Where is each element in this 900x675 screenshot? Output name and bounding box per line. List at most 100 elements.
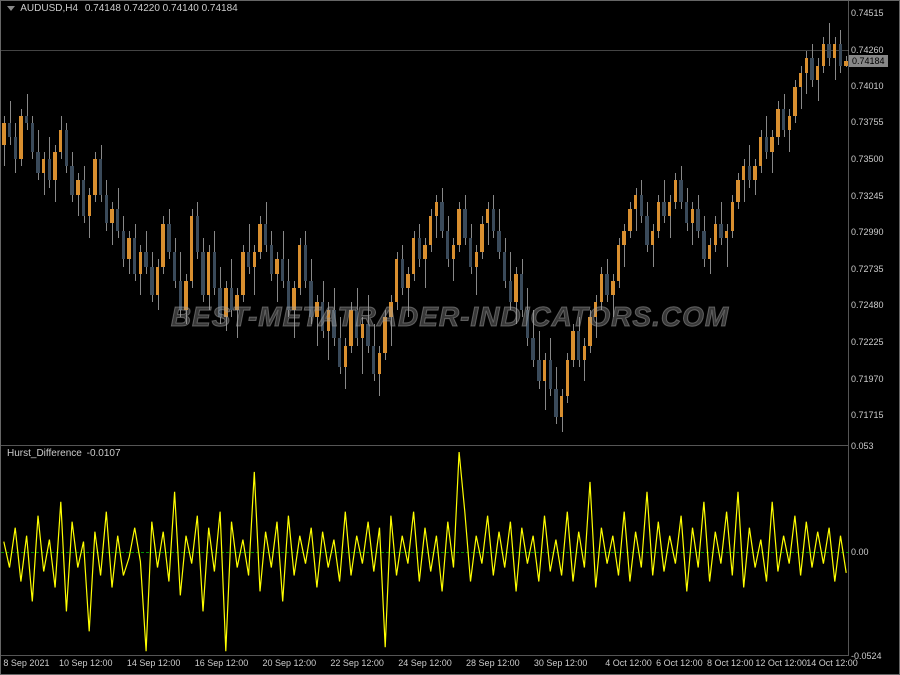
candle-body (412, 238, 415, 274)
candle-wick (27, 94, 28, 130)
indicator-name: Hurst_Difference (7, 448, 82, 459)
candle-body (822, 44, 825, 66)
candle-body (378, 353, 381, 375)
x-tick-label: 12 Oct 12:00 (755, 658, 807, 668)
candle-body (770, 137, 773, 151)
candle-body (571, 331, 574, 360)
candle-body (298, 245, 301, 288)
y-tick-label: 0.73245 (851, 191, 884, 201)
candle-body (65, 130, 68, 166)
candle-body (88, 195, 91, 217)
candle-body (509, 281, 512, 303)
candle-body (31, 123, 34, 152)
candle-body (742, 166, 745, 180)
candle-body (731, 202, 734, 231)
candle-body (253, 252, 256, 266)
candle-body (844, 61, 847, 66)
candle-body (372, 346, 375, 375)
candle-body (622, 231, 625, 245)
indicator-header: Hurst_Difference -0.0107 (7, 448, 121, 459)
candle-body (8, 123, 11, 137)
candle-body (759, 137, 762, 166)
candle-body (2, 123, 5, 145)
candle-body (662, 202, 665, 216)
candle-body (560, 396, 563, 418)
candle-body (514, 274, 517, 303)
candle-body (793, 87, 796, 116)
candle-body (469, 238, 472, 267)
x-tick-label: 10 Sep 12:00 (59, 658, 113, 668)
candle-body (70, 166, 73, 195)
candle-body (264, 224, 267, 246)
candle-body (827, 44, 830, 58)
candle-body (338, 338, 341, 367)
candle-body (139, 252, 142, 274)
candle-body (503, 252, 506, 281)
watermark: BEST-METATRADER-INDICATORS.COM (171, 301, 729, 333)
y-tick-label: 0.72735 (851, 264, 884, 274)
candle-body (48, 159, 51, 181)
chart-frame: AUDUSD,H4 0.74148 0.74220 0.74140 0.7418… (0, 0, 900, 675)
candle-body (839, 44, 842, 66)
candle-body (247, 252, 250, 266)
main-price-chart[interactable] (1, 1, 849, 446)
candle-body (617, 245, 620, 281)
candle-body (99, 159, 102, 195)
y-tick-label: 0.71715 (851, 410, 884, 420)
sub-y-axis: 0.0530.00-0.0524 (849, 446, 900, 656)
x-tick-label: 30 Sep 12:00 (534, 658, 588, 668)
candle-body (59, 130, 62, 152)
candle-body (156, 267, 159, 296)
y-tick-label: 0.00 (851, 547, 869, 557)
candle-body (281, 259, 284, 281)
candle-body (463, 209, 466, 238)
x-axis: 8 Sep 202110 Sep 12:0014 Sep 12:0016 Sep… (1, 656, 849, 675)
candle-body (537, 360, 540, 382)
y-tick-label: 0.73500 (851, 154, 884, 164)
candle-body (133, 238, 136, 274)
candle-body (258, 224, 261, 253)
y-tick-label: 0.74260 (851, 45, 884, 55)
candle-body (714, 224, 717, 246)
candle-body (611, 281, 614, 295)
ohlc-label: 0.74148 0.74220 0.74140 0.74184 (85, 3, 238, 14)
y-tick-label: 0.71970 (851, 374, 884, 384)
candle-body (816, 66, 819, 80)
candle-body (161, 224, 164, 267)
candle-body (480, 224, 483, 253)
candle-body (696, 209, 699, 231)
candle-body (708, 245, 711, 259)
current-price-tag: 0.74184 (849, 55, 888, 67)
dropdown-icon[interactable] (7, 6, 15, 11)
candle-body (213, 252, 216, 288)
x-tick-label: 8 Sep 2021 (3, 658, 49, 668)
candle-body (304, 245, 307, 281)
candle-body (645, 216, 648, 245)
candle-body (127, 238, 130, 260)
y-tick-label: 0.72990 (851, 227, 884, 237)
x-tick-label: 6 Oct 12:00 (656, 658, 703, 668)
candle-body (25, 116, 28, 123)
x-tick-label: 24 Sep 12:00 (398, 658, 452, 668)
indicator-value: -0.0107 (87, 448, 121, 459)
candle-body (196, 216, 199, 252)
indicator-chart[interactable]: Hurst_Difference -0.0107 (1, 446, 849, 656)
chart-header: AUDUSD,H4 0.74148 0.74220 0.74140 0.7418… (7, 3, 238, 14)
candle-body (566, 360, 569, 396)
candle-body (753, 166, 756, 180)
candle-body (395, 259, 398, 302)
x-tick-label: 4 Oct 12:00 (605, 658, 652, 668)
candle-body (583, 346, 586, 360)
candle-body (748, 166, 751, 180)
candle-body (719, 224, 722, 238)
candle-body (486, 209, 489, 223)
candle-body (76, 180, 79, 194)
candle-body (640, 195, 643, 217)
candle-body (475, 252, 478, 266)
candle-body (605, 274, 608, 296)
candle-body (457, 209, 460, 245)
symbol-label: AUDUSD,H4 (20, 3, 78, 14)
candle-body (577, 331, 580, 360)
y-tick-label: 0.73755 (851, 117, 884, 127)
candle-body (93, 159, 96, 195)
